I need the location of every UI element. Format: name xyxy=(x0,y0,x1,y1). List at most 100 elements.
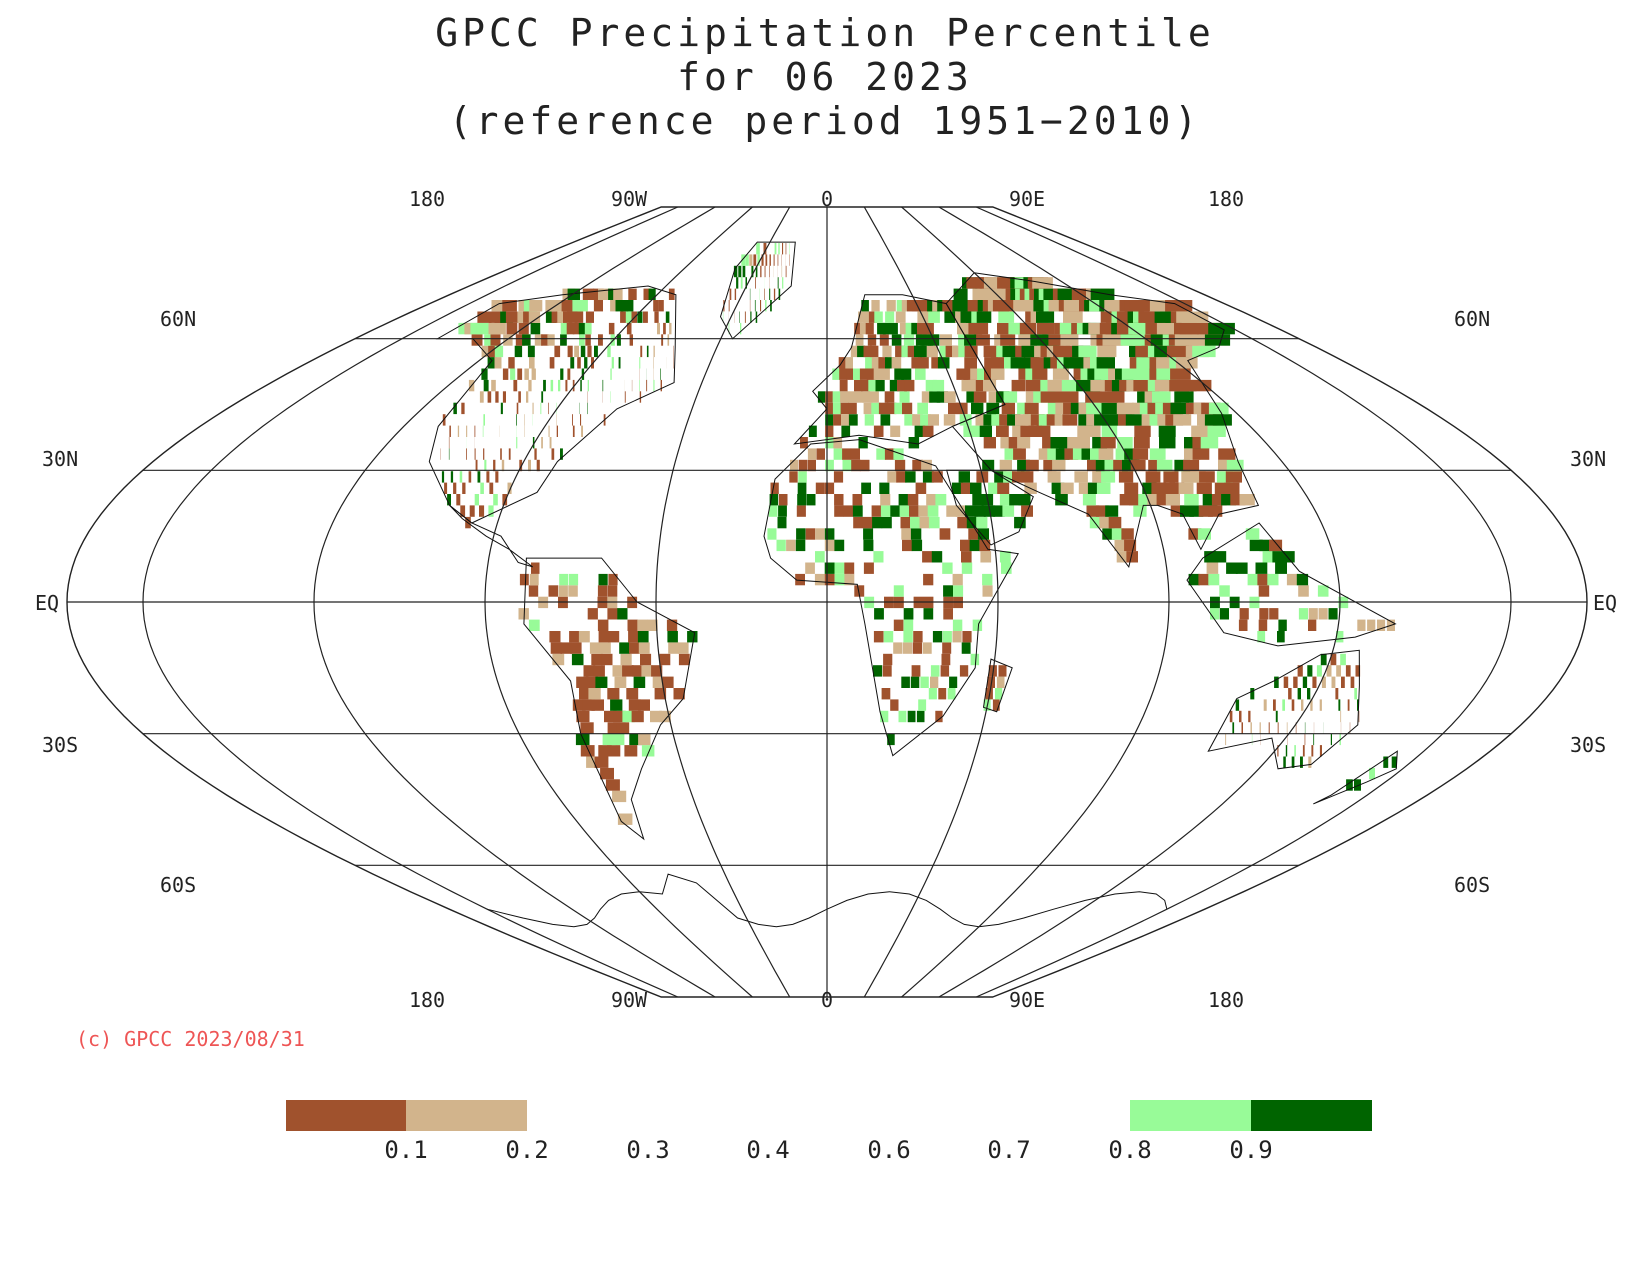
percentile-cell xyxy=(543,379,546,392)
percentile-cell xyxy=(850,345,859,358)
percentile-cell xyxy=(1298,585,1309,597)
percentile-cell xyxy=(1052,459,1066,472)
percentile-cell xyxy=(1204,551,1217,563)
percentile-cell xyxy=(770,482,779,494)
lat-label-30n-left: 30N xyxy=(42,447,78,471)
lon-label-90e-top: 90E xyxy=(1009,187,1045,211)
percentile-cell xyxy=(996,425,1009,437)
percentile-cell xyxy=(622,665,634,677)
percentile-cell xyxy=(797,482,807,494)
percentile-cell xyxy=(608,573,618,586)
percentile-cell xyxy=(871,300,880,312)
percentile-cell xyxy=(1202,494,1218,506)
percentile-cell xyxy=(912,642,922,654)
percentile-cell xyxy=(873,425,884,437)
percentile-cell xyxy=(572,379,575,392)
percentile-cell xyxy=(1121,368,1141,380)
percentile-cell xyxy=(641,665,653,677)
percentile-cell xyxy=(1178,482,1194,494)
percentile-cell xyxy=(481,368,488,380)
percentile-cell xyxy=(889,379,900,392)
title-line-1: GPCC Precipitation Percentile xyxy=(435,11,1214,55)
percentile-cell xyxy=(1275,710,1278,723)
meridian-line xyxy=(938,206,1341,998)
percentile-cell xyxy=(1060,482,1074,494)
percentile-cell xyxy=(976,311,992,323)
percentile-cell xyxy=(502,494,508,506)
percentile-cell xyxy=(652,676,665,688)
percentile-cell xyxy=(1020,471,1034,483)
percentile-cell xyxy=(598,631,610,643)
coastline-nz xyxy=(1313,750,1398,805)
percentile-cell xyxy=(466,448,467,460)
percentile-cell xyxy=(594,345,598,358)
percentile-cell xyxy=(1062,414,1078,426)
coastline-md xyxy=(982,658,1013,713)
percentile-cell xyxy=(1014,516,1026,529)
percentile-cell xyxy=(610,699,623,711)
percentile-cell xyxy=(943,414,956,426)
percentile-cell xyxy=(654,311,659,323)
percentile-cell xyxy=(593,300,603,312)
percentile-cell xyxy=(453,402,457,415)
percentile-cell xyxy=(500,448,502,460)
percentile-cell xyxy=(982,585,993,597)
percentile-cell xyxy=(920,345,932,358)
percentile-cell xyxy=(912,459,923,472)
percentile-cell xyxy=(1061,379,1078,392)
percentile-cell xyxy=(653,300,659,312)
percentile-cell xyxy=(1115,448,1131,460)
percentile-cell xyxy=(960,539,971,552)
percentile-cell xyxy=(575,733,590,746)
percentile-cell xyxy=(1102,528,1115,540)
percentile-cell xyxy=(871,402,881,415)
percentile-cell xyxy=(639,357,641,369)
lon-label-90e-bottom: 90E xyxy=(1009,988,1045,1012)
percentile-cell xyxy=(797,494,807,506)
percentile-cell xyxy=(917,322,928,335)
percentile-cell xyxy=(782,243,784,255)
percentile-cell xyxy=(914,345,925,358)
percentile-cell xyxy=(570,357,575,369)
percentile-cell xyxy=(1072,448,1087,460)
percentile-cell xyxy=(541,391,544,403)
percentile-cell xyxy=(1330,733,1332,746)
percentile-cell xyxy=(1206,562,1219,574)
percentile-cell xyxy=(757,254,760,266)
percentile-cell xyxy=(778,505,787,517)
percentile-cell xyxy=(887,471,898,483)
percentile-cell xyxy=(595,676,608,688)
percentile-cell xyxy=(893,448,904,460)
percentile-cell xyxy=(522,334,531,346)
percentile-cell xyxy=(668,288,675,300)
percentile-cell xyxy=(975,379,989,392)
percentile-cell xyxy=(769,494,779,506)
percentile-cell xyxy=(1241,722,1243,734)
percentile-cell xyxy=(1047,402,1063,415)
percentile-cell xyxy=(899,391,910,403)
percentile-cell xyxy=(807,448,817,460)
percentile-cell xyxy=(1310,699,1313,711)
lon-label-0-bottom: 0 xyxy=(821,988,833,1012)
percentile-cell xyxy=(886,402,897,415)
percentile-cell xyxy=(1030,357,1047,369)
percentile-cell xyxy=(558,379,561,392)
percentile-cell xyxy=(833,414,842,426)
percentile-cell xyxy=(462,482,466,494)
percentile-cell xyxy=(1184,494,1199,506)
percentile-cell xyxy=(1156,322,1181,335)
percentile-cell xyxy=(447,494,451,506)
percentile-cell xyxy=(475,459,478,472)
percentile-cell xyxy=(597,585,608,597)
percentile-cell xyxy=(611,733,625,746)
percentile-cell xyxy=(1346,779,1353,791)
percentile-cell xyxy=(607,608,618,620)
percentile-cell xyxy=(536,459,540,472)
percentile-cell xyxy=(1294,745,1296,757)
lon-label-90w-bottom: 90W xyxy=(611,988,648,1012)
percentile-cell xyxy=(1232,722,1235,734)
percentile-cell xyxy=(505,311,519,323)
percentile-cell xyxy=(637,619,648,631)
percentile-cell xyxy=(1321,676,1326,688)
percentile-cell xyxy=(977,528,989,540)
